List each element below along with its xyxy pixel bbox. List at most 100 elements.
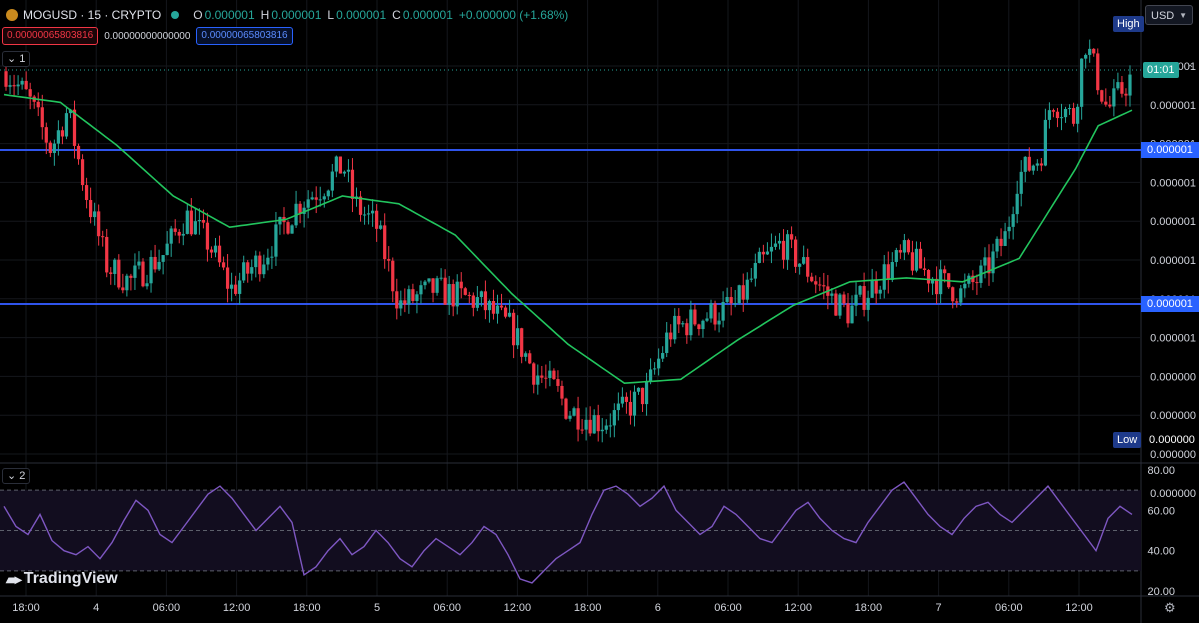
time-tick-label: 12:00 (223, 602, 251, 614)
candle (503, 305, 508, 319)
candle (379, 220, 383, 230)
market-status-icon (171, 11, 180, 19)
candle (1023, 156, 1027, 183)
candle (1003, 222, 1007, 247)
candle (773, 235, 778, 250)
candle (1120, 76, 1124, 98)
currency-select[interactable]: USD ▼ (1145, 5, 1193, 25)
candle (12, 74, 16, 97)
candle (648, 358, 653, 385)
candle (471, 292, 475, 317)
candle (225, 254, 230, 303)
candle (507, 299, 512, 318)
candle (1092, 48, 1096, 57)
price-tick-label: 0.000001 (1150, 255, 1196, 267)
candle (576, 396, 580, 442)
candle (387, 246, 391, 272)
candle (669, 324, 673, 347)
price-tick-label: 0.000001 (1150, 333, 1196, 345)
buy-button[interactable]: 0.00000065803816 (196, 27, 293, 45)
candle (89, 187, 93, 224)
candle (1055, 107, 1060, 128)
candle (765, 242, 770, 256)
ohlc-low-value: 0.000001 (336, 8, 387, 22)
candle (439, 268, 443, 281)
candle (705, 312, 709, 323)
candle (338, 156, 342, 174)
ohlc-close-value: 0.000001 (402, 8, 453, 22)
candle (1019, 160, 1023, 207)
rsi-tick-label: 40.00 (1147, 546, 1175, 558)
candle (870, 268, 874, 298)
symbol-title[interactable]: MOGUSD · 15 · CRYPTO (23, 8, 162, 22)
candle (661, 346, 665, 363)
candle (362, 206, 367, 225)
candle (141, 258, 145, 288)
candle (133, 253, 137, 290)
candle (475, 285, 479, 312)
candle (596, 404, 600, 442)
moving-average (3, 93, 1133, 385)
countdown-tag: 01:01 (1143, 62, 1179, 78)
chart-header: MOGUSD · 15 · CRYPTO O 0.000001 H 0.000001… (6, 6, 568, 24)
candle (447, 275, 451, 315)
ohlc-open-value: 0.000001 (204, 8, 255, 22)
candle (483, 280, 488, 320)
candle (951, 286, 955, 309)
candle (745, 272, 749, 303)
sell-button[interactable]: 0.00000065803816 (2, 27, 99, 45)
candle (689, 300, 693, 341)
candle (560, 380, 564, 406)
candle (64, 107, 69, 140)
time-tick-label: 06:00 (714, 602, 742, 614)
candle (963, 273, 967, 298)
candle (463, 286, 467, 296)
pane-1-toggle[interactable]: ⌄ 1 (2, 51, 31, 67)
candle (310, 191, 314, 201)
candle (520, 327, 524, 364)
candle (1059, 103, 1064, 131)
candle (169, 225, 173, 257)
candle (105, 228, 109, 278)
candle (830, 287, 834, 305)
candle (342, 170, 347, 177)
candle (1100, 89, 1104, 104)
candle (789, 226, 794, 249)
candle (189, 198, 193, 237)
pane-2-toggle[interactable]: ⌄ 2 (2, 468, 31, 484)
ohlc-high-value: 0.000001 (271, 8, 322, 22)
candle (657, 348, 661, 376)
candle (512, 309, 516, 359)
settings-gear-icon[interactable]: ⚙ (1164, 600, 1176, 615)
price-tick-label: 0.000000 (1150, 449, 1196, 461)
candle (113, 258, 117, 286)
candle (407, 285, 411, 314)
candle (52, 139, 56, 166)
candle (886, 251, 890, 294)
candle (838, 292, 842, 319)
candle (1035, 159, 1039, 171)
pane-2-label: 2 (19, 470, 26, 482)
candle (781, 229, 786, 269)
candle (516, 315, 520, 350)
chevron-down-icon: ⌄ (7, 53, 17, 65)
candle (592, 409, 596, 434)
candle (749, 268, 753, 283)
candle (894, 247, 898, 267)
candle (93, 202, 97, 226)
tradingview-logo[interactable]: ▰▸ TradingView (6, 570, 118, 588)
time-tick-label: 06:00 (153, 602, 181, 614)
candle (153, 244, 157, 273)
candle (28, 82, 32, 110)
candle (632, 385, 637, 427)
collapse-icon[interactable]: ⌃ (1186, 64, 1195, 75)
candle (733, 289, 737, 308)
candle (1088, 39, 1092, 63)
candle (898, 244, 902, 259)
candle (125, 273, 129, 297)
candle (971, 270, 975, 291)
candle (326, 189, 330, 201)
candle (455, 274, 459, 315)
candle (1096, 48, 1100, 95)
candle (270, 246, 274, 269)
